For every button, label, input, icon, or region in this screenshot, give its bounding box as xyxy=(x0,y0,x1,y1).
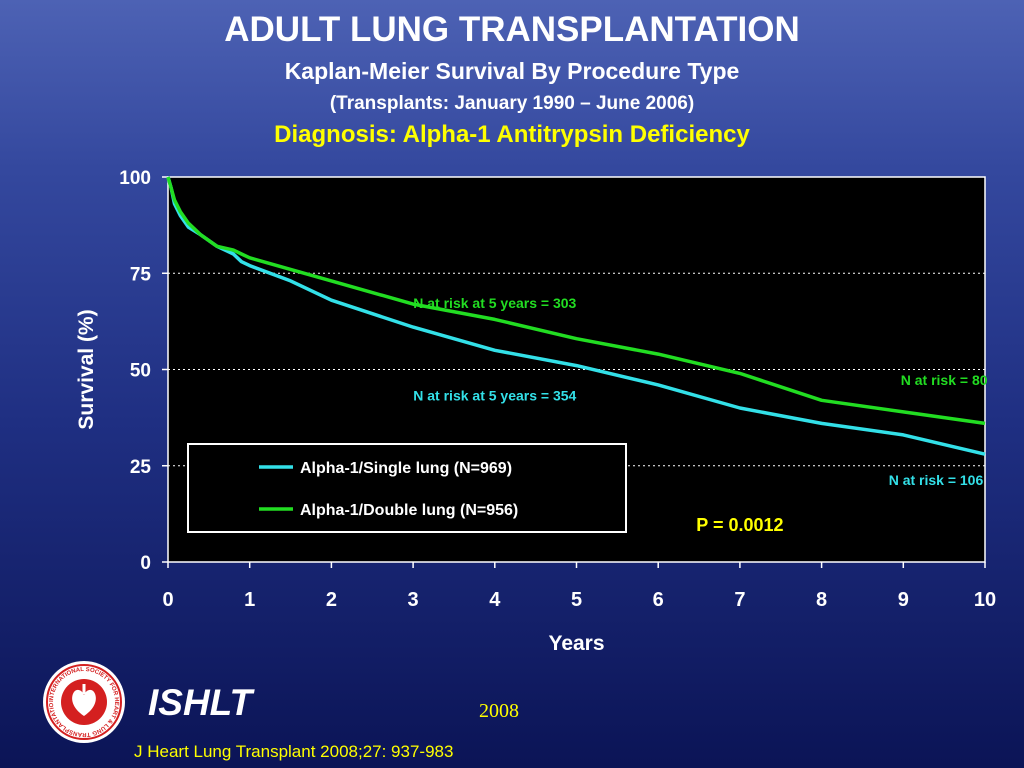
x-axis-label: Years xyxy=(548,632,604,655)
x-tick-label-5: 5 xyxy=(571,589,582,611)
x-tick-label-1: 1 xyxy=(244,589,255,611)
x-tick-label-8: 8 xyxy=(816,589,827,611)
x-tick-label-4: 4 xyxy=(489,589,501,611)
logo-band xyxy=(46,664,122,740)
legend-box xyxy=(187,443,627,533)
legend-label-1: Alpha-1/Single lung (N=969) xyxy=(300,460,512,477)
legend-label-2: Alpha-1/Double lung (N=956) xyxy=(300,502,518,519)
trachea-icon xyxy=(82,684,86,694)
x-tick-label-3: 3 xyxy=(408,589,419,611)
series-line-1 xyxy=(166,176,986,456)
ishlt-logo: INTERNATIONAL SOCIETY FOR HEART & LUNG T… xyxy=(40,656,126,744)
x-tick-label-10: 10 xyxy=(974,589,996,611)
n-at-risk-label-2: N at risk at 5 years = 354 xyxy=(413,387,576,403)
y-tick-label-25: 25 xyxy=(130,457,152,478)
publication-year: 2008 xyxy=(479,700,519,722)
p-value-label: P = 0.0012 xyxy=(696,515,783,535)
transplant-period: (Transplants: January 1990 – June 2006) xyxy=(329,93,695,114)
y-tick-label-75: 75 xyxy=(130,264,152,285)
series-line-2 xyxy=(166,176,986,426)
organization-name: ISHLT xyxy=(148,682,253,723)
y-tick-label-100: 100 xyxy=(119,168,151,189)
y-axis-label: Survival (%) xyxy=(75,309,98,429)
diagnosis-title: Diagnosis: Alpha-1 Antitrypsin Deficienc… xyxy=(274,121,750,148)
heart-lung-icon xyxy=(72,689,96,716)
n-at-risk-label-1: N at risk at 5 years = 303 xyxy=(413,295,576,311)
x-tick-label-7: 7 xyxy=(734,589,745,611)
x-tick-label-0: 0 xyxy=(162,589,173,611)
n-at-risk-label-4: N at risk = 106 xyxy=(889,472,984,488)
citation: J Heart Lung Transplant 2008;27: 937-983 xyxy=(134,742,454,761)
y-tick-label-50: 50 xyxy=(130,361,151,382)
x-tick-label-9: 9 xyxy=(898,589,909,611)
slide-subtitle: Kaplan-Meier Survival By Procedure Type xyxy=(284,58,740,84)
n-at-risk-label-3: N at risk = 80 xyxy=(901,372,988,388)
x-tick-label-6: 6 xyxy=(653,589,664,611)
slide-title: ADULT LUNG TRANSPLANTATION xyxy=(224,10,800,49)
y-tick-label-0: 0 xyxy=(140,553,151,574)
x-tick-label-2: 2 xyxy=(326,589,337,611)
